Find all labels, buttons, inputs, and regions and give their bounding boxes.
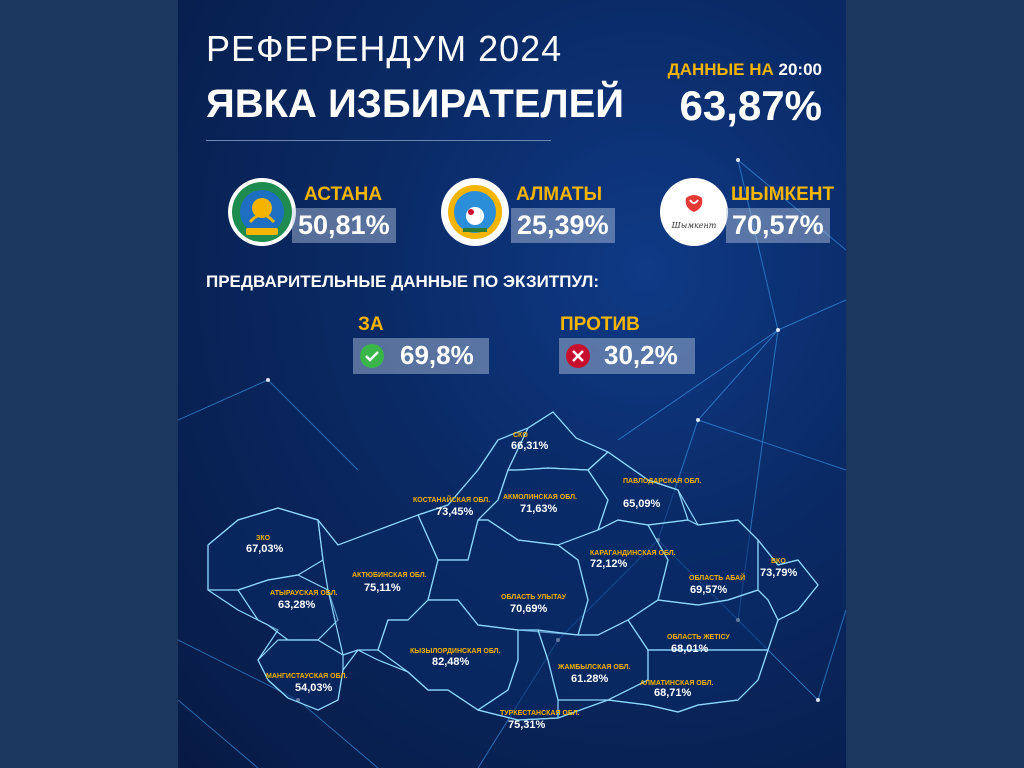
city-value-almaty: 25,39% xyxy=(511,208,615,243)
outline-atyrau xyxy=(237,574,339,641)
astana-emblem xyxy=(228,178,296,246)
data-as-of-label: ДАННЫЕ НА xyxy=(667,60,774,79)
shymkent-emblem-text: Шымкент xyxy=(671,221,717,230)
region-name-sko: СКО xyxy=(513,432,528,439)
check-icon xyxy=(360,344,384,368)
region-value-sko: 66,31% xyxy=(511,440,549,452)
region-value-zko: 67,03% xyxy=(246,543,284,555)
shymkent-emblem: Шымкент xyxy=(660,178,728,246)
city-value-shymkent: 70,57% xyxy=(726,208,830,243)
region-name-mangystau: МАНГИСТАУСКАЯ ОБЛ. xyxy=(266,673,348,680)
region-name-kostanay: КОСТАНАЙСКАЯ ОБЛ. xyxy=(413,497,491,504)
outline-almaty-obl xyxy=(607,649,769,713)
region-name-karaganda: КАРАГАНДИНСКАЯ ОБЛ. xyxy=(590,550,676,557)
region-value-kyzylorda: 82,48% xyxy=(432,656,470,668)
cross-icon xyxy=(566,344,590,368)
region-value-mangystau: 54,03% xyxy=(295,682,333,694)
city-name-almaty: АЛМАТЫ xyxy=(516,184,603,205)
title-divider xyxy=(206,140,551,141)
outline-pavlodar xyxy=(587,451,689,531)
vote-for-label: ЗА xyxy=(358,314,384,335)
title-turnout: ЯВКА ИЗБИРАТЕЛЕЙ xyxy=(206,82,625,126)
region-value-atyrau: 63,28% xyxy=(278,599,316,611)
region-value-almaty-obl: 68,71% xyxy=(654,687,692,699)
region-value-turkestan: 75,31% xyxy=(508,719,546,731)
region-name-turkestan: ТУРКЕСТАНСКАЯ ОБЛ. xyxy=(500,710,580,717)
city-name-astana: АСТАНА xyxy=(304,184,383,205)
region-name-aktobe: АКТЮБИНСКАЯ ОБЛ. xyxy=(352,572,427,579)
region-value-karaganda: 72,12% xyxy=(590,558,628,570)
right-margin xyxy=(846,0,1024,768)
region-value-akmola: 71,63% xyxy=(520,503,558,515)
exit-poll-title: ПРЕДВАРИТЕЛЬНЫЕ ДАННЫЕ ПО ЭКЗИТПУЛ: xyxy=(206,272,600,291)
region-value-vko: 73,79% xyxy=(760,567,798,579)
title-referendum: РЕФЕРЕНДУМ 2024 xyxy=(206,28,563,69)
region-name-pavlodar: ПАВЛОДАРСКАЯ ОБЛ. xyxy=(623,478,702,485)
vote-against-value: 30,2% xyxy=(604,340,678,370)
region-value-ulytau: 70,69% xyxy=(510,603,548,615)
region-value-zhambyl: 61.28% xyxy=(571,673,609,685)
outline-mangystau xyxy=(257,639,344,711)
region-value-pavlodar: 65,09% xyxy=(623,498,661,510)
region-name-zhetisu: ОБЛАСТЬ ЖЕТІСУ xyxy=(667,634,730,641)
region-name-vko: ВКО xyxy=(771,558,786,565)
region-value-kostanay: 73,45% xyxy=(436,506,474,518)
network-decoration xyxy=(178,158,846,768)
region-value-zhetisu: 68,01% xyxy=(671,643,709,655)
total-turnout: 63,87% xyxy=(679,82,822,129)
data-as-of-time: 20:00 xyxy=(778,60,822,79)
city-name-shymkent: ШЫМКЕНТ xyxy=(731,184,835,205)
region-name-zhambyl: ЖАМБЫЛСКАЯ ОБЛ. xyxy=(558,664,631,671)
region-name-akmola: АКМОЛИНСКАЯ ОБЛ. xyxy=(503,494,577,501)
vote-for-value: 69,8% xyxy=(400,340,474,370)
region-name-atyrau: АТЫРАУСКАЯ ОБЛ. xyxy=(270,590,338,597)
city-value-astana: 50,81% xyxy=(292,208,396,243)
kazakhstan-map xyxy=(207,411,819,721)
region-name-almaty-obl: АЛМАТИНСКАЯ ОБЛ. xyxy=(640,680,714,687)
region-name-kyzylorda: КЫЗЫЛОРДИНСКАЯ ОБЛ. xyxy=(410,648,501,655)
region-name-ulytau: ОБЛАСТЬ УЛЫТАУ xyxy=(501,594,567,601)
outline-vko xyxy=(737,519,819,621)
region-value-aktobe: 75,11% xyxy=(364,582,401,594)
outline-zko xyxy=(207,507,324,591)
data-as-of: ДАННЫЕ НА 20:00 xyxy=(668,60,822,80)
infographic-panel: РЕФЕРЕНДУМ 2024 ЯВКА ИЗБИРАТЕЛЕЙ ДАННЫЕ … xyxy=(178,0,846,768)
region-name-abai: ОБЛАСТЬ АБАЙ xyxy=(689,575,746,582)
almaty-emblem xyxy=(441,178,509,246)
vote-against-label: ПРОТИВ xyxy=(560,314,640,335)
left-margin xyxy=(0,0,178,768)
region-value-abai: 69,57% xyxy=(690,584,728,596)
region-name-zko: ЗКО xyxy=(256,535,271,542)
